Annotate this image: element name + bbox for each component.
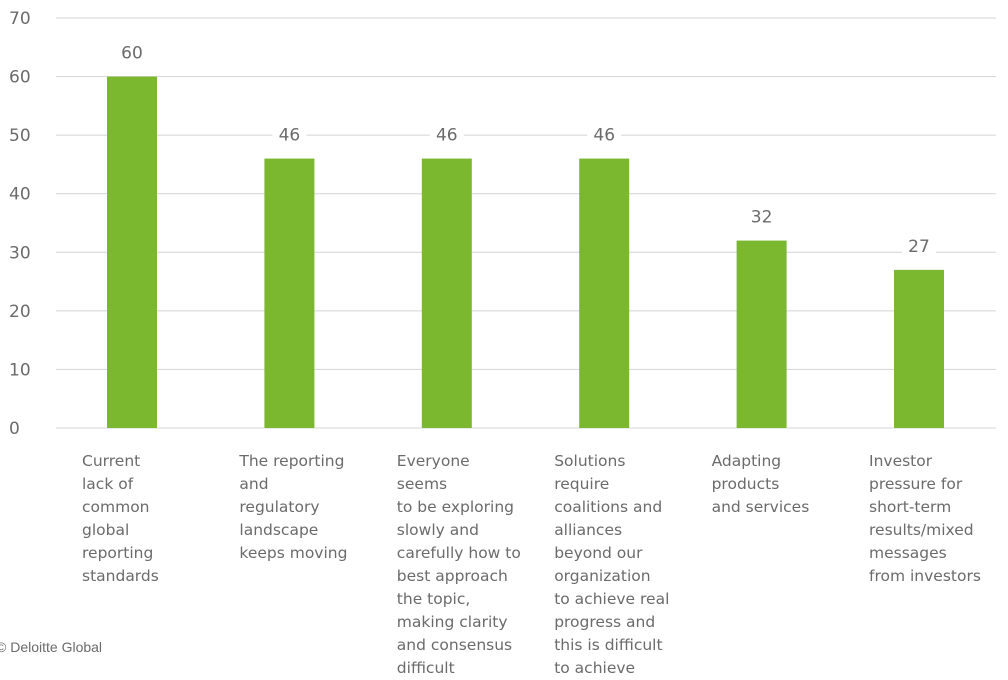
y-tick-label: 30 xyxy=(9,243,31,263)
value-label-bg xyxy=(587,122,622,145)
bar xyxy=(894,269,944,428)
y-tick-label: 60 xyxy=(9,68,31,88)
value-label-bg xyxy=(902,233,936,256)
x-category-label: Solutions require coalitions and allianc… xyxy=(554,452,670,677)
source-footer: © Deloitte Global xyxy=(0,639,103,655)
value-label: 32 xyxy=(751,208,773,228)
y-tick-label: 70 xyxy=(9,9,31,29)
value-label: 46 xyxy=(593,126,615,146)
x-category-label: The reporting and regulatory landscape k… xyxy=(239,452,348,562)
y-tick-label: 0 xyxy=(9,419,20,439)
bar xyxy=(579,158,630,429)
y-tick-label: 50 xyxy=(9,126,31,146)
x-category-label: Adapting products and services xyxy=(711,452,810,516)
y-tick-label: 40 xyxy=(9,185,31,205)
y-tick-label: 20 xyxy=(9,302,31,322)
value-label-bg xyxy=(744,204,779,227)
value-label-bg xyxy=(429,122,464,145)
bar xyxy=(264,158,315,429)
value-label: 27 xyxy=(908,237,930,257)
value-label: 60 xyxy=(121,44,143,64)
bar xyxy=(736,240,787,428)
x-category-label: Everyone seems to be exploring slowly an… xyxy=(396,452,521,677)
x-category-label: Current lack of common global reporting … xyxy=(82,452,159,585)
bar xyxy=(421,158,472,429)
value-label: 46 xyxy=(279,126,301,146)
x-category-label: Investor pressure for short-term results… xyxy=(869,452,981,585)
bar xyxy=(107,76,157,429)
value-label: 46 xyxy=(436,126,458,146)
value-label-bg xyxy=(272,122,307,145)
value-label-bg xyxy=(115,40,149,63)
y-tick-label: 10 xyxy=(9,360,31,380)
